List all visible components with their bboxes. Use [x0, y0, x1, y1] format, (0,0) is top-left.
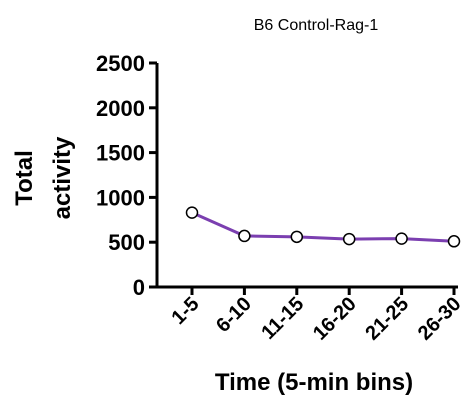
x-tick-label: 11-15 [257, 293, 308, 344]
x-tick-label: 26-30 [414, 293, 466, 345]
x-axis-title: Time (5-min bins) [215, 369, 413, 396]
x-tick-label: 1-5 [168, 293, 204, 329]
x-tick-label: 6-10 [212, 293, 256, 337]
data-point [447, 235, 461, 248]
y-axis-title-line-2: activity [49, 136, 76, 219]
x-tick-label: 21-25 [361, 293, 413, 345]
data-point [238, 229, 251, 243]
data-point [290, 230, 304, 244]
data-point [185, 206, 199, 219]
plot-area: 0 500 1000 1500 2000 2500 1-5 6-10 11-15 16-20 21-… [96, 51, 465, 345]
y-tick-label: 1500 [96, 141, 145, 166]
x-tick-label: 16-20 [309, 293, 361, 345]
y-tick-label: 1000 [96, 185, 145, 210]
y-tick-label: 2000 [96, 96, 145, 121]
series-line [191, 211, 455, 243]
y-tick-label: 0 [133, 275, 145, 300]
data-point [395, 232, 408, 245]
y-axis-title-line-1: Total [11, 150, 38, 206]
y-tick-label: 500 [108, 230, 145, 255]
y-tick-label: 2500 [96, 51, 145, 76]
chart-title: B6 Control-Rag-1 [254, 17, 379, 34]
data-point [342, 232, 356, 246]
